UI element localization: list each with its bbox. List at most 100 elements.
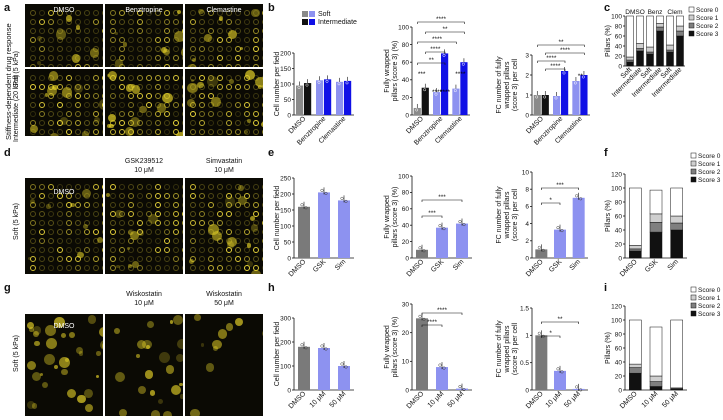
stack-seg-score1 [666,44,674,51]
legend-label-score0: Score 0 [698,287,721,294]
stack-seg-score0 [649,326,663,377]
bar-soft-clemastine [336,81,344,115]
significance-label: **** [427,319,438,326]
x-tick-label: GSK [644,258,660,274]
significance-bracket [421,199,463,202]
data-point [325,79,329,83]
bar-soft-benztropine [316,80,324,115]
sig-pair-benz-i: **** [440,89,451,96]
y-axis-label-line: Cell number per field [274,186,281,251]
data-point [297,86,301,90]
data-point [442,366,446,370]
y-tick-label: 80 [615,199,623,206]
y-axis-label-line: Pillars (%) [605,200,612,232]
y-axis-label: Cell number per field [274,322,281,387]
panel-letter-c: c [604,2,611,14]
bar-intermediate-benztropine [561,71,569,115]
significance-label: **** [436,16,447,23]
legend-swatch-score3 [690,310,697,317]
y-axis-label: Pillars (%) [605,200,612,232]
group-label: Benz [648,9,663,16]
data-point [462,388,466,392]
data-point [537,331,541,335]
y-tick-label: 20 [615,53,623,60]
x-tick-label: GSK [548,258,564,274]
stack-seg-score2 [636,48,644,52]
micrograph-title: DMSO [53,7,75,14]
stack-seg-score3 [670,229,683,259]
significance-label: *** [428,210,436,217]
y-axis-label: Cell number per field [274,186,281,251]
y-tick-label: 0.5 [520,360,529,367]
y-tick-label: 0 [525,112,529,119]
data-point [324,191,328,195]
bar-dmso [298,346,310,390]
data-point [458,220,462,224]
bar-dmso [416,318,428,390]
stack-seg-score3 [656,30,664,67]
y-axis-label-line: (score 3) per cell [512,188,519,241]
bar-intermediate-clemastine [460,62,468,115]
significance-label: **** [546,55,557,62]
y-axis-label-line: Pillars (%) [605,332,612,364]
sig-pair-benz-s: **** [432,89,443,96]
data-point [462,223,466,227]
data-point [541,334,545,338]
bar-soft-clemastine [572,81,580,115]
significance-bracket [417,41,457,44]
y-tick-label: 20 [615,373,623,380]
data-point [573,81,577,85]
data-point [340,196,344,200]
stack-seg-score0 [670,319,683,389]
y-tick-label: 80 [402,190,410,197]
significance-label: ** [558,39,564,46]
bar-intermediate-benztropine [441,53,449,115]
panel-letter-f: f [604,147,608,159]
y-axis-label-line: Cell number per field [274,322,281,387]
bar-dmso [535,249,548,258]
data-point [438,224,442,228]
y-axis-label: FC number of fully wrapped pillars (score … [496,56,519,114]
legend-swatch-score0 [690,286,697,293]
stack-seg-score3 [629,372,642,391]
y-tick-label: 30 [402,301,410,308]
x-tick-label: 10 μM [427,390,446,409]
y-tick-label: 80 [615,331,623,338]
bar-sim [338,200,350,258]
legend-swatch-score1 [690,294,697,301]
data-point [438,363,442,367]
stack-seg-score3 [649,386,663,391]
data-point [560,229,564,233]
stack-seg-score3 [676,35,684,67]
bar-50μm [338,366,350,390]
y-tick-label: 50 [284,239,292,246]
data-point [418,246,422,250]
data-point [458,385,462,389]
y-tick-label: 0 [287,255,291,262]
y-tick-label: 60 [615,33,623,40]
bar-dmso [416,249,428,258]
bar-soft-dmso [413,107,421,115]
legend-label-score2: Score 2 [698,303,721,310]
y-tick-label: 200 [280,339,291,346]
y-tick-label: 0 [525,387,529,394]
significance-bracket [425,31,465,34]
data-point [556,367,560,371]
stack-seg-score3 [666,51,674,67]
data-point [320,188,324,192]
stack-seg-score3 [646,53,654,67]
y-axis-label-line: Pillars (%) [605,25,612,57]
y-axis-label-line: FC number of fully [496,186,503,244]
significance-label: **** [432,36,443,43]
y-axis-label: FC number of fully wrapped pillars (score … [496,320,519,378]
stack-seg-score2 [666,49,674,53]
significance-bracket [541,187,579,190]
stack-seg-score0 [629,187,642,246]
data-point [442,53,446,57]
data-point [560,370,564,374]
y-tick-label: 20 [615,241,623,248]
data-point [581,75,585,79]
x-tick-label: Sim [667,258,681,272]
x-tick-label: Sim [569,258,583,272]
legend-label-soft: Soft [318,11,331,18]
